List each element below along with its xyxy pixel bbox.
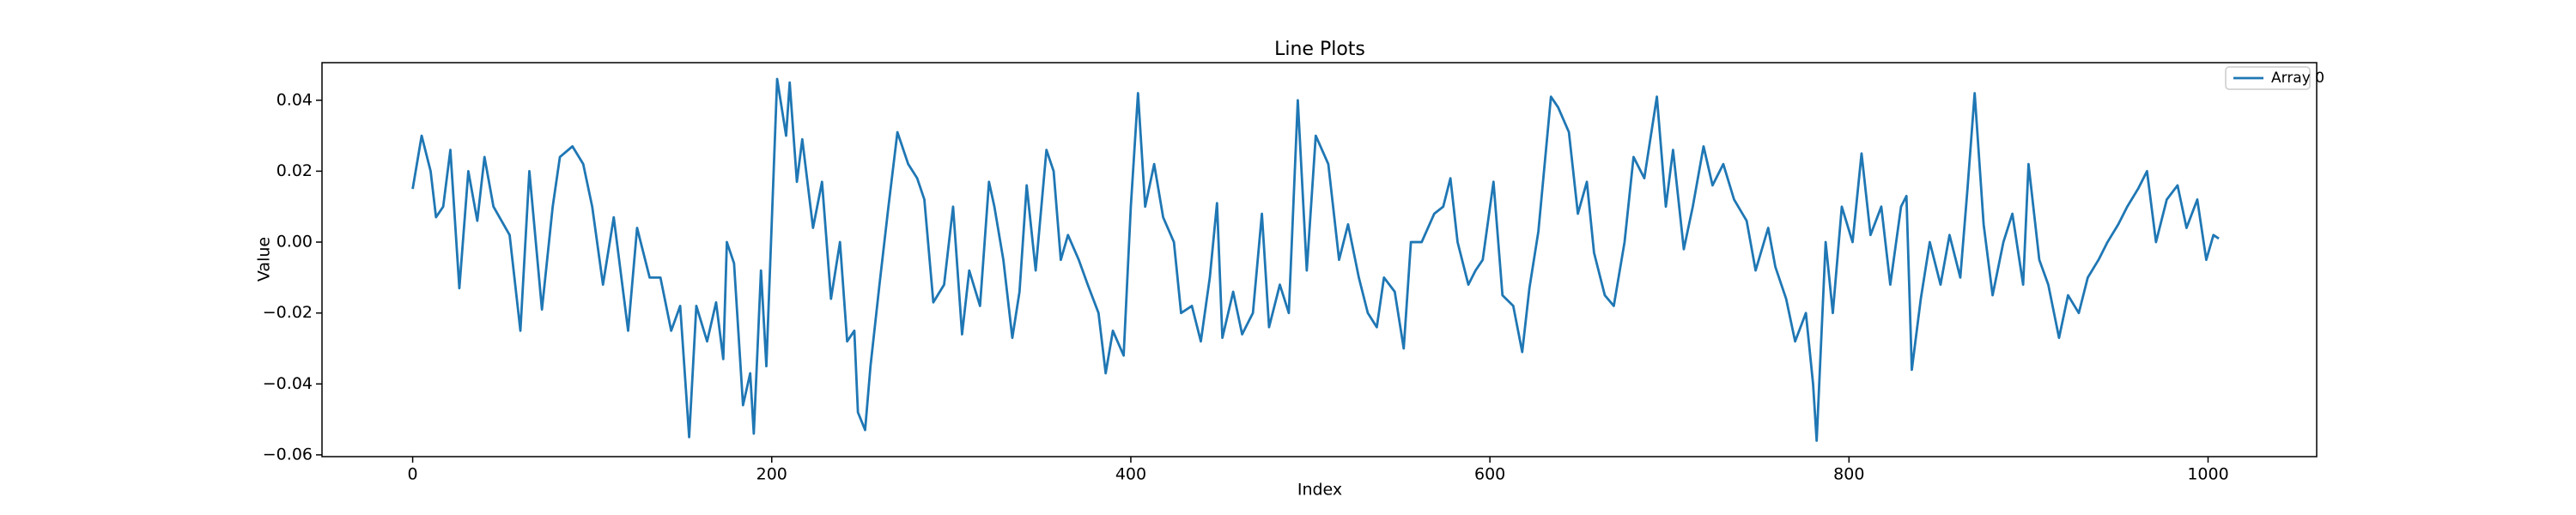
legend-label: Array 0 [2271,70,2324,87]
y-tick-label: −0.02 [263,303,313,322]
x-tick-label: 800 [1833,465,1864,484]
y-tick-label: 0.02 [276,161,313,180]
x-tick-label: 400 [1115,465,1146,484]
y-tick-label: −0.06 [263,445,313,464]
legend: Array 0 [2225,66,2324,90]
x-tick-label: 600 [1474,465,1505,484]
plot-frame [321,62,2318,457]
x-tick-label: 200 [756,465,787,484]
data-line [411,77,2220,442]
y-tick-label: −0.04 [263,374,313,393]
y-axis-label: Value [255,237,274,282]
x-tick-label: 0 [408,465,418,484]
chart-title: Line Plots [1274,39,1365,60]
x-tick-label: 1000 [2187,465,2228,484]
legend-box [2225,66,2311,90]
x-axis-label: Index [1297,481,1342,500]
y-tick-label: 0.04 [276,90,313,109]
y-tick-label: 0.00 [276,233,313,251]
